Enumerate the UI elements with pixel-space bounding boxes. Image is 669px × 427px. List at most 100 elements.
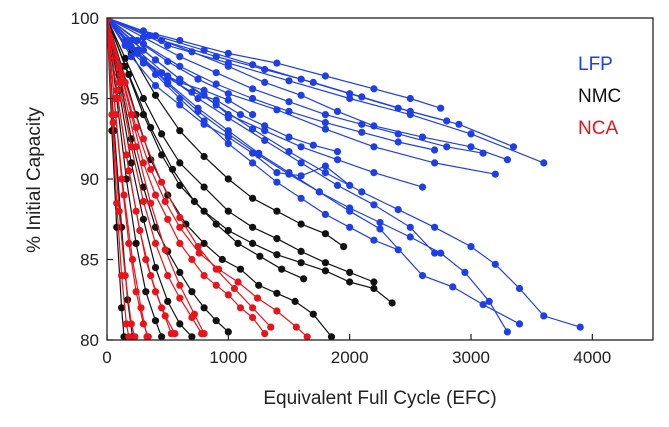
series-nca-point [292, 323, 300, 331]
series-nmc-point [249, 194, 257, 202]
series-lfp-point [261, 136, 269, 144]
series-nca-point [125, 167, 133, 175]
x-tick-label: 0 [102, 348, 111, 367]
series-lfp-point [297, 159, 305, 167]
series-nca-point [200, 272, 208, 280]
series-lfp-point [503, 156, 511, 164]
series-lfp-point [321, 125, 329, 133]
series-nca-point [151, 239, 160, 247]
series-nmc-point [273, 235, 281, 243]
series-lfp-point [358, 128, 366, 136]
series-layer [107, 18, 584, 340]
series-lfp-point [515, 284, 524, 293]
series-nmc-point [370, 278, 378, 286]
series-lfp-point [333, 156, 342, 164]
series-nca-point [176, 223, 184, 231]
series-nmc-point [124, 296, 132, 304]
series-nca-point [224, 291, 232, 299]
series-nmc-point [273, 251, 281, 259]
series-nmc-point [321, 259, 329, 267]
series-nmc-point [297, 220, 305, 228]
series-lfp-point [321, 72, 329, 80]
axis-ticks: 0 1000 2000 3000 4000 80 85 90 95 100 [71, 9, 612, 367]
series-lfp-point [164, 80, 172, 88]
series-lfp-point [127, 53, 135, 61]
legend-item-nca: NCA [578, 118, 618, 139]
series-lfp-point [376, 218, 384, 227]
series-nmc-point [278, 265, 286, 273]
series-lfp-point [297, 172, 305, 180]
series-nca-point [147, 165, 155, 173]
y-tick-label: 90 [80, 170, 99, 189]
series-nca-point [167, 330, 175, 338]
series-lfp-point [164, 74, 172, 82]
series-lfp-point [309, 78, 317, 86]
series-lfp-point [200, 86, 208, 94]
series-nmc-point [346, 268, 354, 276]
series-nca-point [249, 313, 257, 322]
series-nca-point [132, 143, 140, 151]
series-nca-point [121, 78, 129, 86]
series-nmc-point [340, 243, 348, 251]
series-nca-point [273, 307, 281, 315]
series-lfp-point [491, 260, 499, 268]
series-nmc-point [212, 317, 220, 325]
series-nmc-point [236, 265, 245, 273]
series-lfp-point [467, 130, 475, 138]
series-lfp-point [297, 143, 305, 151]
series-nca-point [122, 320, 130, 328]
series-lfp-point [418, 133, 427, 141]
series-nca-point [125, 239, 133, 247]
series-nca-cell-9-line [107, 18, 272, 328]
series-lfp-point [139, 46, 147, 54]
series-lfp-point [212, 53, 220, 61]
series-lfp-point [461, 268, 469, 276]
series-nmc-point [224, 207, 232, 215]
origin-point [107, 18, 112, 23]
series-nmc-point [200, 152, 208, 161]
series-nmc-point [164, 297, 172, 305]
series-lfp-point [394, 206, 402, 214]
series-lfp-point [249, 149, 257, 157]
series-nmc-point [291, 297, 299, 305]
series-nmc-point [139, 215, 147, 223]
series-nmc-cell-1-line [107, 18, 393, 304]
series-nmc-point [168, 165, 177, 173]
series-nmc-point [321, 267, 329, 275]
series-nmc-point [113, 223, 121, 231]
series-lfp-point [309, 141, 317, 149]
series-lfp-point [376, 225, 384, 233]
series-nca-point [125, 333, 133, 340]
y-tick-label: 80 [80, 331, 99, 350]
series-nmc-point [255, 281, 263, 289]
series-nmc-point [188, 333, 196, 340]
series-lfp-point [212, 96, 220, 104]
series-lfp-point [479, 301, 487, 309]
series-lfp-point [394, 130, 402, 138]
series-lfp-point [370, 201, 378, 209]
series-lfp-cell-14-line [107, 18, 435, 151]
series-nmc-point [151, 91, 160, 99]
series-nmc-point [176, 127, 184, 135]
series-nca-point [161, 197, 169, 206]
series-nmc-point [256, 252, 264, 260]
y-axis-title: % Initial Capacity [24, 107, 45, 253]
series-nca-cell-0-line [107, 18, 266, 334]
series-lfp-point [249, 125, 257, 133]
series-nca-point [212, 265, 220, 273]
series-nmc-point [158, 333, 166, 340]
series-nca-point [200, 330, 208, 338]
series-nca-point [137, 304, 145, 312]
series-nca-point [176, 281, 184, 289]
series-lfp-point [188, 48, 196, 56]
series-lfp-point [249, 94, 257, 103]
series-lfp-point [224, 96, 232, 104]
series-lfp-point [394, 138, 402, 146]
series-lfp-point [540, 159, 548, 167]
series-nca-point [253, 294, 262, 302]
x-tick-label: 3000 [452, 348, 490, 367]
series-nmc-point [297, 247, 305, 255]
series-lfp-point [194, 75, 202, 83]
series-lfp-point [467, 143, 475, 151]
